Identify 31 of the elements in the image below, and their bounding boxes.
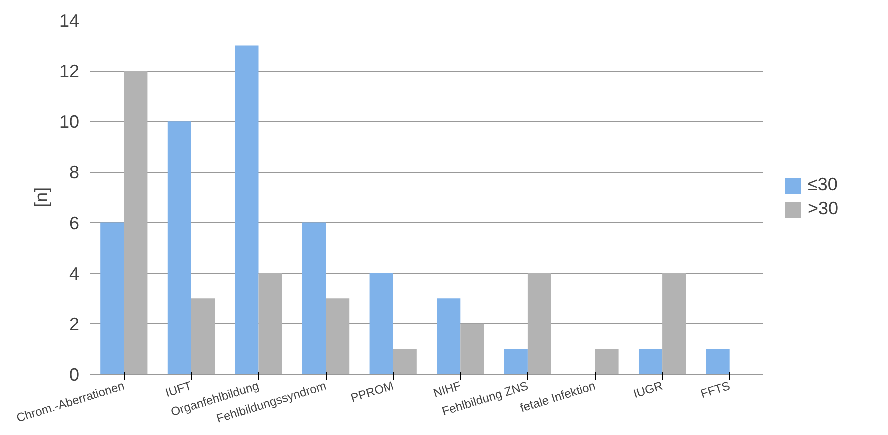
bar: [706, 349, 730, 374]
x-tick-label: FFTS: [699, 378, 732, 402]
bar: [460, 324, 484, 374]
legend-label: ≤30: [808, 174, 838, 196]
x-tick-label: IUGR: [632, 378, 665, 402]
legend-label: >30: [808, 198, 839, 220]
y-tick-label: 2: [69, 314, 80, 334]
bar: [258, 273, 282, 374]
bar: [191, 298, 216, 374]
y-tick-label: 10: [59, 112, 80, 132]
bar: [124, 71, 148, 374]
y-tick-label: 12: [59, 62, 80, 82]
y-tick-label: 0: [69, 365, 80, 385]
bar: [504, 349, 528, 374]
bar: [326, 298, 350, 374]
y-tick-label: 8: [69, 162, 80, 183]
bar: [437, 298, 461, 374]
bar: [393, 349, 417, 374]
bar: [168, 122, 192, 374]
y-axis-title: [n]: [31, 187, 52, 208]
y-tick-label: 14: [59, 11, 80, 31]
bar: [235, 46, 259, 374]
bar: [595, 349, 619, 374]
bar: [528, 273, 552, 374]
bar: [662, 273, 686, 374]
bar: [370, 273, 394, 374]
y-tick-label: 4: [69, 264, 80, 284]
y-tick-label: 6: [69, 213, 80, 234]
bar: [638, 349, 663, 374]
bar: [100, 222, 124, 374]
bar: [302, 222, 326, 374]
